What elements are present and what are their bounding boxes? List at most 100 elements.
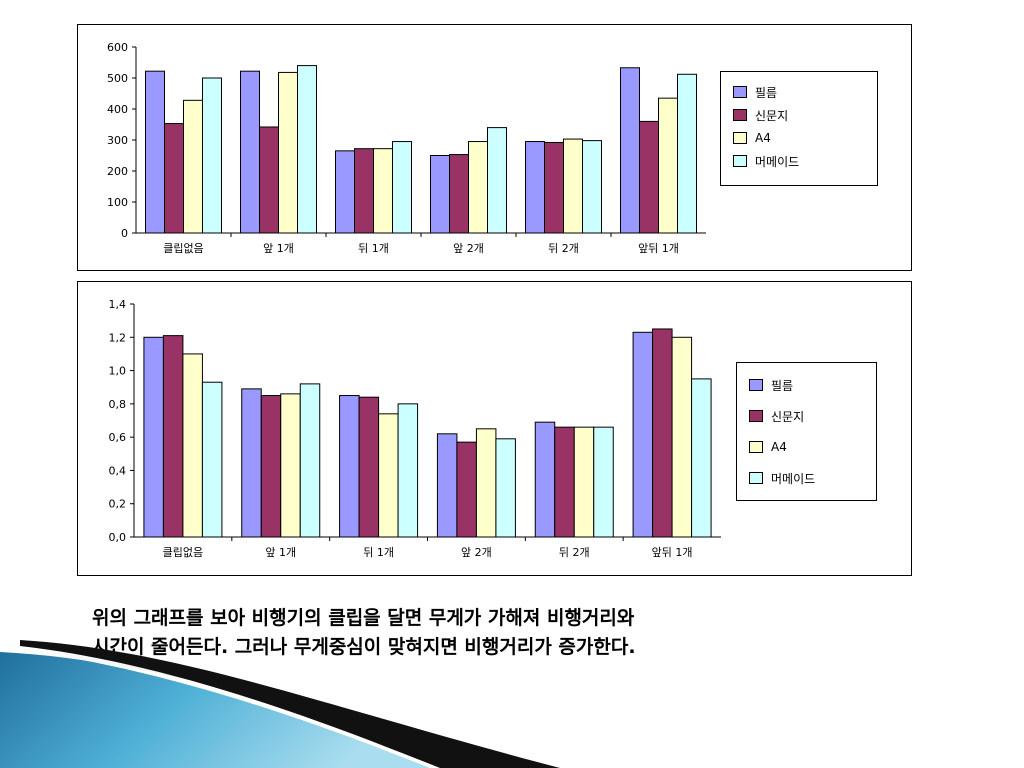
bar <box>241 388 262 538</box>
x-tick-label: 앞뒤 1개 <box>652 546 693 559</box>
bar <box>652 328 673 538</box>
x-tick-label: 앞 1개 <box>263 242 294 255</box>
legend-swatch-newspaper <box>733 109 747 121</box>
legend-swatch-film <box>733 86 747 98</box>
bar <box>260 395 282 538</box>
bar <box>297 65 317 234</box>
x-tick-label: 앞뒤 1개 <box>638 242 679 255</box>
bar-chart-top: 0 100 200 300 400 500 600 클립없음 앞 1개 뒤 1개 앞 2개 뒤 2개 앞… <box>107 41 706 255</box>
bar <box>373 148 393 234</box>
x-tick-label: 클립없음 <box>163 242 203 255</box>
legend-item: 신문지 <box>733 107 788 123</box>
bar-chart-bottom: 0,0 0,2 0,4 0,6 0,8 1,0 1,2 1,4 클립없음 앞 1개 뒤 1개 앞 2개… <box>109 298 721 559</box>
legend-item: 머메이드 <box>749 470 815 486</box>
x-tick-label: 뒤 2개 <box>559 546 590 559</box>
x-tick-label: 앞 2개 <box>453 242 484 255</box>
legend-item: A4 <box>749 439 787 455</box>
legend-bottom: 필름 신문지 A4 머메이드 <box>736 362 877 501</box>
caption-line-2: 시간이 줄어든다. 그러나 무게중심이 맞혀지면 비행거리가 증가한다. <box>92 636 636 658</box>
bar <box>468 141 488 234</box>
legend-label: A4 <box>755 131 771 145</box>
bar <box>358 396 380 538</box>
bar <box>436 433 458 538</box>
bar <box>593 426 614 538</box>
legend-label: 머메이드 <box>755 154 800 169</box>
caption-line-1: 위의 그래프를 보아 비행기의 클립을 달면 무게가 가해져 비행거리와 <box>92 607 635 629</box>
chart-panel-bottom: 0,0 0,2 0,4 0,6 0,8 1,0 1,2 1,4 클립없음 앞 1개 뒤 1개 앞 2개… <box>77 281 912 576</box>
y-tick-label: 0,6 <box>109 431 127 444</box>
legend-label: A4 <box>771 440 787 454</box>
bar <box>392 141 412 234</box>
caption-text: 위의 그래프를 보아 비행기의 클립을 달면 무게가 가해져 비행거리와 시간이… <box>92 604 912 662</box>
bar <box>691 378 712 538</box>
bar <box>378 413 399 538</box>
bar <box>582 140 602 234</box>
legend-item: 필름 <box>749 377 793 393</box>
y-tick-label: 200 <box>107 165 128 178</box>
y-tick-label: 0,0 <box>109 531 127 544</box>
bar <box>525 141 545 234</box>
y-tick-label: 1,2 <box>109 331 127 344</box>
bar <box>430 155 450 234</box>
y-tick-label: 1,0 <box>109 365 127 378</box>
bar <box>554 426 575 538</box>
x-tick-label: 뒤 1개 <box>358 242 389 255</box>
bar <box>278 71 298 234</box>
bar <box>495 438 516 538</box>
bar <box>534 421 556 538</box>
bar <box>639 120 659 234</box>
legend-swatch-mermaid <box>733 155 747 167</box>
legend-item: 필름 <box>733 84 777 100</box>
bar <box>143 336 164 538</box>
bar <box>183 99 203 234</box>
x-tick-label: 클립없음 <box>163 546 203 559</box>
bar <box>573 426 595 538</box>
legend-swatch-mermaid <box>749 472 763 484</box>
x-tick-label: 앞 2개 <box>461 546 492 559</box>
bar <box>544 141 564 234</box>
bar <box>280 393 301 538</box>
y-tick-label: 1,4 <box>109 298 127 311</box>
x-tick-label: 뒤 2개 <box>548 242 579 255</box>
bar <box>449 154 469 234</box>
bar <box>563 138 583 234</box>
bar <box>162 335 184 538</box>
bar <box>202 77 222 234</box>
bar <box>182 353 203 538</box>
legend-label: 신문지 <box>771 409 805 424</box>
legend-item: 신문지 <box>749 408 804 424</box>
bar <box>658 97 678 234</box>
y-tick-label: 600 <box>107 41 128 54</box>
y-tick-label: 500 <box>107 72 128 85</box>
y-tick-label: 300 <box>107 134 128 147</box>
bar <box>671 336 693 538</box>
y-tick-label: 100 <box>107 196 128 209</box>
bar <box>354 148 374 234</box>
bar <box>487 127 507 234</box>
bar <box>240 70 260 234</box>
y-tick-label: 0,8 <box>109 398 127 411</box>
bar <box>164 123 184 234</box>
legend-label: 필름 <box>755 85 778 100</box>
legend-label: 신문지 <box>755 108 789 123</box>
legend-top: 필름 신문지 A4 머메이드 <box>720 71 878 186</box>
bar <box>145 70 165 234</box>
legend-label: 필름 <box>771 378 794 393</box>
y-tick-label: 400 <box>107 103 128 116</box>
x-tick-label: 앞 1개 <box>265 546 296 559</box>
legend-item: A4 <box>733 130 771 146</box>
bar <box>632 331 654 538</box>
bar <box>339 395 360 538</box>
bar <box>677 73 697 234</box>
bar <box>299 383 321 538</box>
legend-swatch-film <box>749 379 763 391</box>
bar <box>620 67 640 234</box>
bar <box>201 381 223 538</box>
bar <box>456 441 477 538</box>
bar <box>335 150 355 234</box>
legend-swatch-a4 <box>733 132 747 144</box>
bar <box>397 403 419 538</box>
legend-label: 머메이드 <box>771 471 816 486</box>
legend-item: 머메이드 <box>733 153 799 169</box>
y-tick-label: 0 <box>121 227 128 240</box>
